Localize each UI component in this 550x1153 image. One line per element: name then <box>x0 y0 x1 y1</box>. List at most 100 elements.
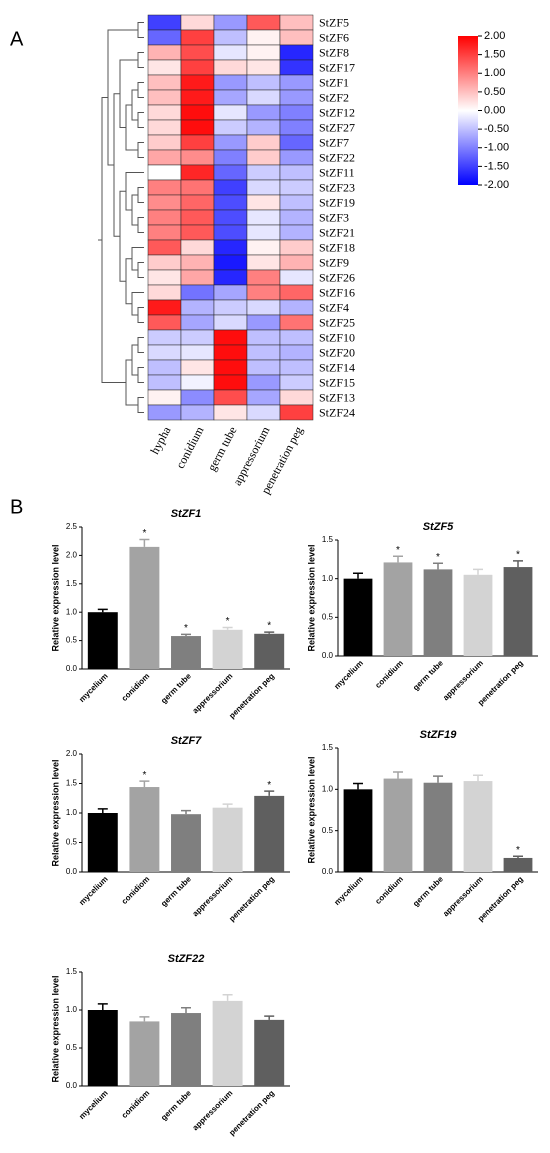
bar <box>343 578 373 656</box>
bar <box>423 569 453 656</box>
y-tick-label: 0.5 <box>66 1043 78 1052</box>
y-tick-label: 1.0 <box>322 784 334 793</box>
heatmap-cell <box>180 389 215 406</box>
row-label: StZF6 <box>319 30 349 44</box>
y-tick-label: 1.0 <box>66 607 78 616</box>
y-tick-label: 1.0 <box>322 574 334 583</box>
heatmap-cell <box>180 149 215 166</box>
x-tick-label: mycelium <box>77 875 109 907</box>
bar <box>212 807 243 872</box>
error-bar <box>139 1016 150 1022</box>
error-bar <box>97 808 108 813</box>
heatmap-cell <box>213 254 248 271</box>
error-bar <box>139 538 150 547</box>
significance-mark: * <box>436 552 440 563</box>
heatmap-cell <box>213 149 248 166</box>
error-bar <box>222 994 233 1001</box>
x-tick-label: penetration peg <box>227 1088 276 1137</box>
heatmap-cell <box>213 404 248 421</box>
x-tick-label: mycelium <box>77 1089 109 1121</box>
heatmap-cell <box>279 74 314 91</box>
bar <box>171 636 201 669</box>
row-label: StZF24 <box>319 405 355 419</box>
heatmap-cell <box>213 14 248 31</box>
bar <box>129 546 160 669</box>
heatmap-cell <box>213 344 248 361</box>
heatmap-cell <box>246 284 281 301</box>
column-label: hypha <box>147 424 173 457</box>
colorbar-label: 0.50 <box>484 86 505 98</box>
heatmap-cell <box>147 239 182 256</box>
y-tick-label: 0.0 <box>322 867 334 876</box>
heatmap-cell <box>213 269 248 286</box>
heatmap-cell <box>180 254 215 271</box>
y-tick-label: 0.0 <box>66 867 78 876</box>
bar <box>463 574 493 656</box>
heatmap-cell <box>213 59 248 76</box>
y-tick-label: 0.0 <box>66 664 78 673</box>
bar <box>212 629 243 669</box>
heatmap-cell <box>246 374 281 391</box>
x-tick-label: appressorium <box>191 672 235 716</box>
heatmap-cell <box>180 104 215 121</box>
chart-title: StZF7 <box>171 735 202 747</box>
x-tick-label: germ tube <box>411 658 445 692</box>
heatmap-cell <box>246 44 281 61</box>
heatmap-cell <box>246 329 281 346</box>
heatmap-cell <box>279 404 314 421</box>
heatmap-cell <box>147 224 182 241</box>
heatmap-cell <box>279 149 314 166</box>
row-label: StZF4 <box>319 300 349 314</box>
row-label: StZF14 <box>319 360 355 374</box>
error-bar <box>513 855 523 858</box>
row-label: StZF25 <box>319 315 355 329</box>
heatmap-cell <box>180 74 215 91</box>
heatmap-cell <box>147 374 182 391</box>
row-label: StZF3 <box>319 210 349 224</box>
bar <box>254 1019 285 1086</box>
x-tick-label: appressorium <box>441 659 485 703</box>
heatmap-cell <box>279 89 314 106</box>
y-tick-label: 0.5 <box>322 826 334 835</box>
heatmap-cell <box>213 239 248 256</box>
heatmap-cell <box>246 224 281 241</box>
bar <box>423 782 453 872</box>
y-tick-label: 0.0 <box>322 651 334 660</box>
heatmap-cell <box>213 179 248 196</box>
heatmap-cell <box>213 359 248 376</box>
heatmap-cell <box>147 194 182 211</box>
colorbar-label: -1.00 <box>484 142 509 154</box>
y-axis-label: Relative expression level <box>50 544 60 651</box>
row-label: StZF11 <box>319 165 355 179</box>
heatmap-cell <box>279 134 314 151</box>
heatmap-cell <box>213 164 248 181</box>
row-label: StZF12 <box>319 105 355 119</box>
x-tick-label: mycelium <box>332 875 364 907</box>
heatmap-cell <box>279 119 314 136</box>
heatmap-cell <box>147 29 182 46</box>
error-bar <box>264 1015 275 1020</box>
dendrogram <box>98 22 144 413</box>
chart-title: StZF22 <box>168 953 205 965</box>
heatmap-cell <box>213 89 248 106</box>
heatmap-cell <box>180 14 215 31</box>
x-tick-label: appressorium <box>191 875 235 919</box>
error-bar <box>433 775 443 783</box>
colorbar-label: 1.50 <box>484 49 505 61</box>
heatmap-cell <box>246 209 281 226</box>
y-tick-label: 2.0 <box>66 749 78 758</box>
error-bar <box>181 809 191 815</box>
heatmap-cell <box>246 344 281 361</box>
heatmap-cell <box>180 59 215 76</box>
heatmap-cell <box>180 179 215 196</box>
y-tick-label: 1.0 <box>66 1005 78 1014</box>
heatmap-cell <box>246 194 281 211</box>
bar <box>254 633 285 669</box>
heatmap-cell <box>246 239 281 256</box>
heatmap-cell <box>246 74 281 91</box>
heatmap-cell <box>213 134 248 151</box>
heatmap-cell <box>279 314 314 331</box>
row-label: StZF8 <box>319 45 349 59</box>
heatmap-cell <box>213 104 248 121</box>
